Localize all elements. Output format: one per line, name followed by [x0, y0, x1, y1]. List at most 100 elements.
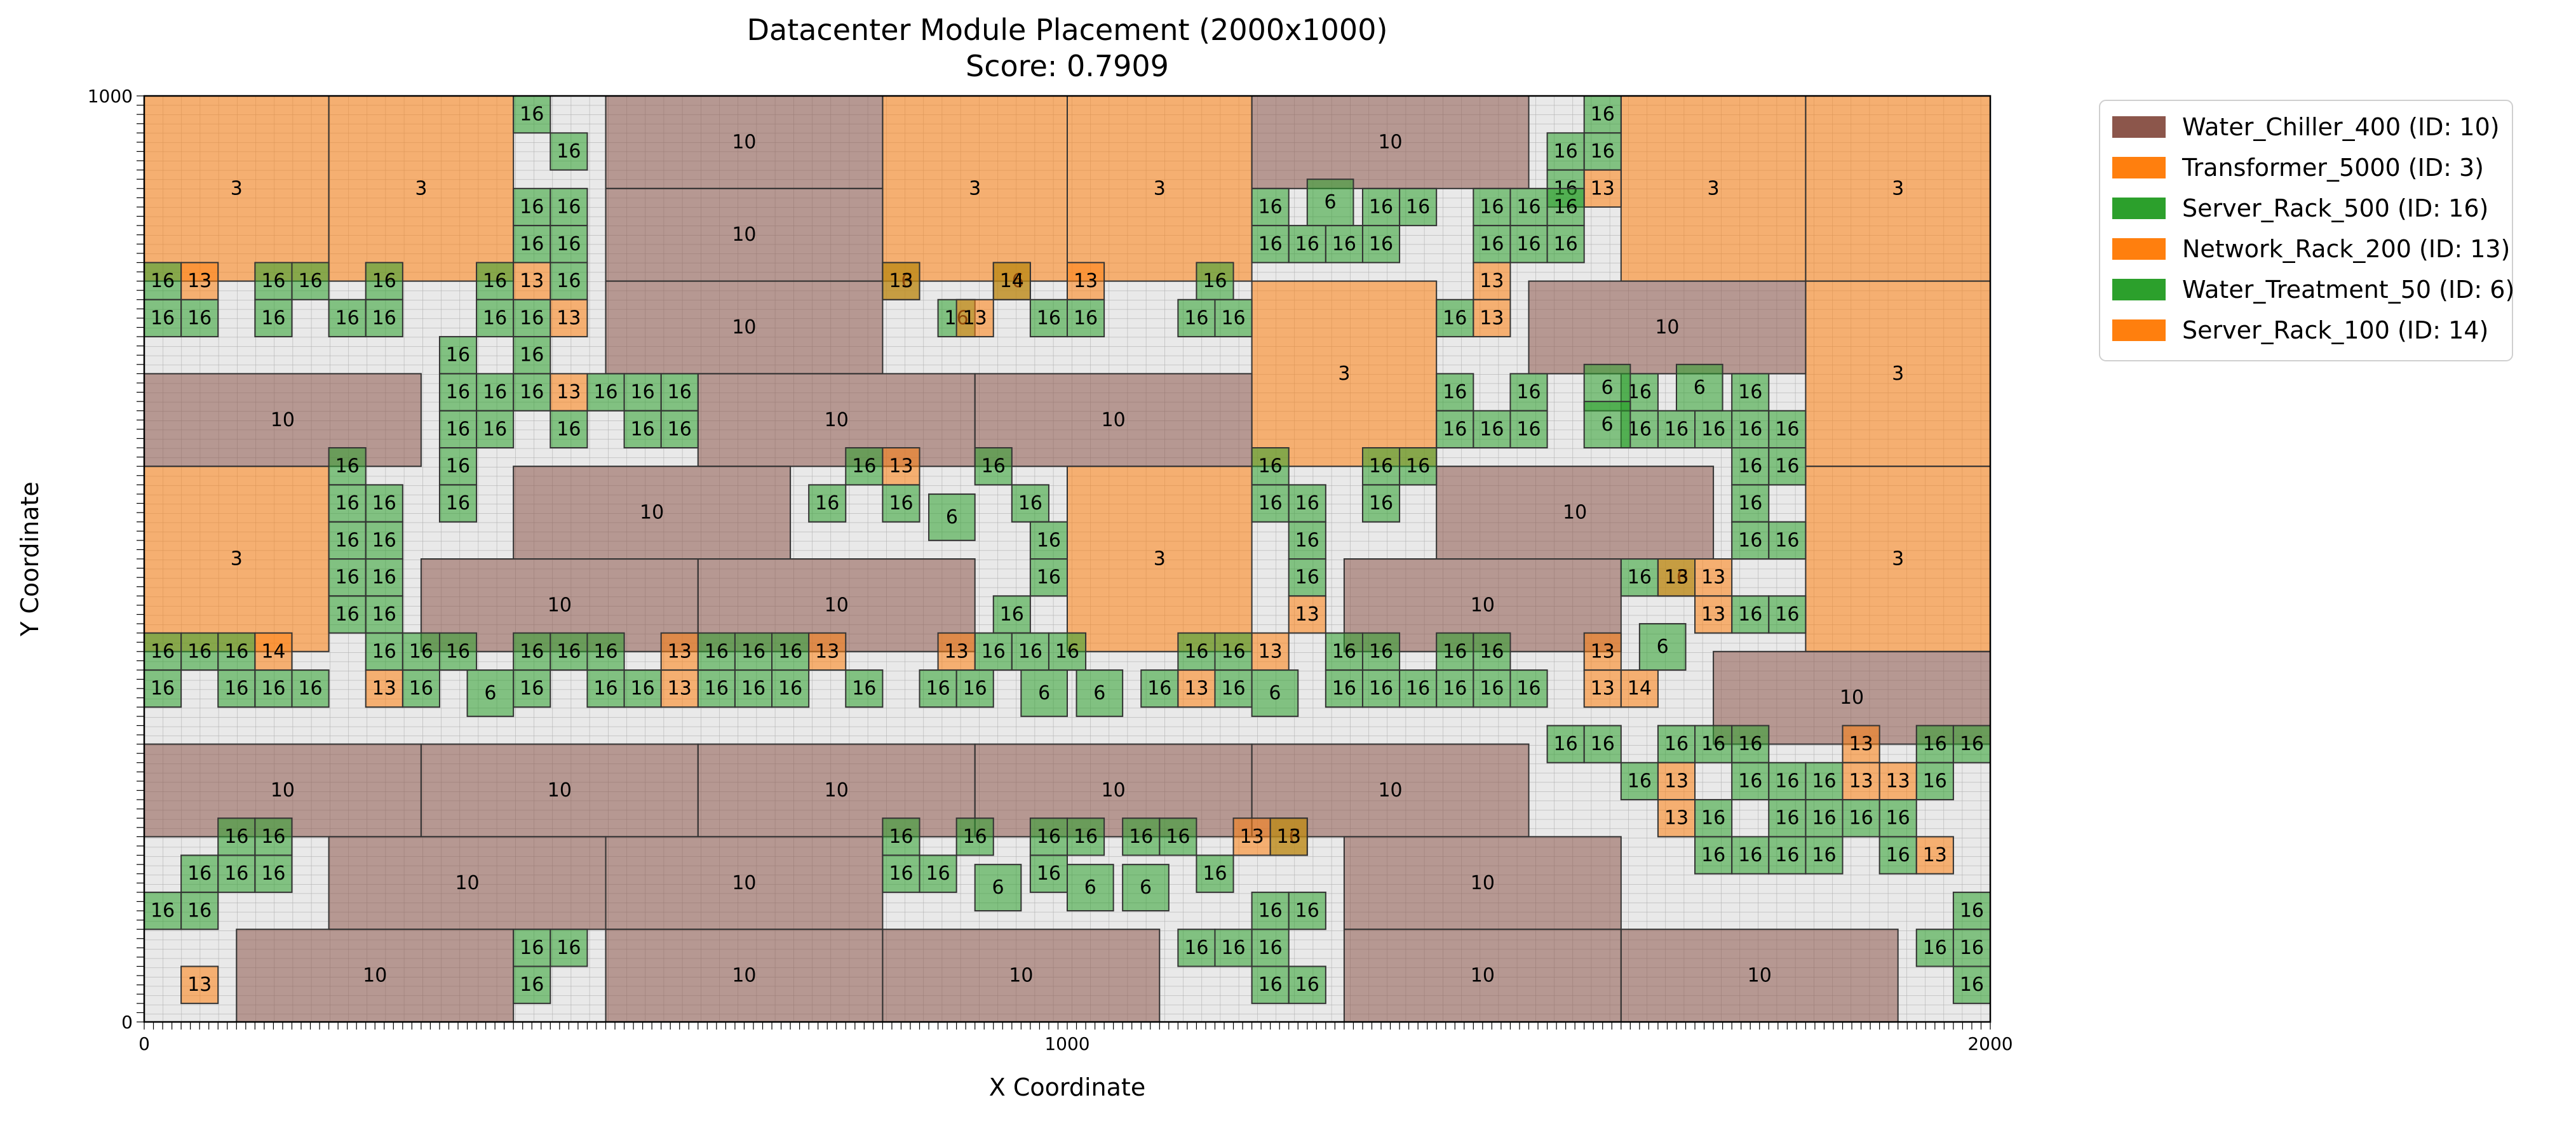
module-label: 16 — [446, 492, 470, 514]
module-rect — [974, 447, 1013, 486]
module-label: 10 — [732, 965, 756, 987]
module-label: 16 — [1554, 140, 1578, 163]
module-label: 13 — [187, 270, 212, 292]
module-server-rack-500: 16 — [365, 521, 403, 560]
module-rect — [365, 299, 403, 338]
module-server-rack-500: 16 — [1473, 410, 1511, 449]
module-rect — [438, 484, 478, 523]
module-server-rack-500: 16 — [1361, 187, 1401, 227]
module-label: 16 — [520, 937, 544, 959]
module-rect — [1473, 410, 1511, 449]
module-water-treatment-50: 6 — [1067, 864, 1114, 912]
module-rect — [365, 558, 403, 597]
module-rect — [974, 864, 1022, 912]
module-transformer-5000: 3 — [1620, 96, 1807, 282]
module-rect — [1583, 169, 1622, 208]
module-network-rack-200: 13 — [1657, 799, 1696, 838]
module-rect — [660, 669, 699, 708]
module-network-rack-200: 13 — [937, 632, 976, 671]
module-rect — [328, 447, 367, 486]
module-network-rack-200: 13 — [1232, 817, 1271, 856]
module-rect — [1011, 484, 1049, 523]
module-label: 16 — [1258, 455, 1283, 478]
module-server-rack-500: 16 — [1731, 521, 1770, 560]
module-rect — [697, 373, 976, 467]
module-label: 16 — [963, 678, 987, 700]
module-label: 16 — [889, 492, 913, 514]
legend-swatch — [2112, 238, 2166, 260]
module-network-rack-200: 13 — [1251, 632, 1290, 671]
module-label: 13 — [1277, 826, 1301, 848]
module-rect — [1140, 669, 1179, 708]
module-label: 16 — [889, 826, 913, 848]
module-label: 16 — [1554, 233, 1578, 255]
module-network-rack-200: 13 — [1657, 558, 1696, 597]
module-water-treatment-50: 6 — [1076, 669, 1124, 717]
module-rect — [1620, 669, 1659, 708]
module-network-rack-200: 13 — [1269, 817, 1308, 856]
module-server-rack-500: 16 — [476, 262, 515, 300]
module-server-rack-500: 16 — [1473, 632, 1511, 671]
module-label: 16 — [1664, 733, 1689, 755]
legend-label: Server_Rack_500 (ID: 16) — [2182, 194, 2488, 222]
module-label: 16 — [1332, 678, 1356, 700]
module-label: 14 — [1000, 270, 1024, 292]
module-rect — [513, 466, 792, 560]
x-tick-label: 1000 — [1044, 1033, 1089, 1054]
module-server-rack-500: 16 — [217, 632, 256, 671]
module-rect — [1583, 401, 1631, 449]
legend-label: Water_Chiller_400 (ID: 10) — [2182, 113, 2500, 141]
module-label: 6 — [1269, 682, 1281, 704]
module-label: 13 — [1295, 603, 1319, 626]
module-rect — [1731, 725, 1770, 763]
module-label: 16 — [298, 678, 322, 700]
module-rect — [1399, 447, 1438, 486]
module-rect — [550, 187, 588, 227]
module-server-rack-100: 14 — [1620, 669, 1659, 708]
module-server-rack-500: 16 — [217, 669, 256, 708]
module-server-rack-500: 16 — [1177, 929, 1216, 967]
module-label: 16 — [520, 344, 544, 366]
module-label: 13 — [1849, 770, 1873, 792]
module-label: 13 — [1664, 807, 1689, 829]
module-network-rack-200: 13 — [882, 262, 920, 300]
module-label: 16 — [556, 937, 581, 959]
module-rect — [1731, 595, 1770, 634]
module-rect — [1952, 965, 1990, 1004]
module-water-chiller-400: 10 — [1620, 929, 1899, 1022]
module-rect — [550, 225, 588, 264]
module-water-chiller-400: 10 — [1251, 96, 1530, 189]
module-rect — [254, 262, 293, 300]
module-rect — [1768, 447, 1807, 486]
module-water-chiller-400: 10 — [605, 96, 884, 189]
module-server-rack-500: 16 — [513, 929, 551, 967]
module-rect — [1768, 521, 1807, 560]
module-label: 10 — [825, 594, 849, 616]
module-rect — [1694, 836, 1733, 875]
module-label: 16 — [1406, 196, 1430, 218]
module-server-rack-500: 16 — [1251, 484, 1290, 523]
module-water-chiller-400: 10 — [605, 836, 884, 930]
module-label: 3 — [1892, 363, 1904, 385]
module-label: 16 — [1812, 807, 1836, 829]
module-rect — [1067, 299, 1105, 338]
module-server-rack-500: 16 — [974, 447, 1013, 486]
module-rect — [1509, 225, 1548, 264]
module-server-rack-500: 16 — [1731, 484, 1770, 523]
module-rect — [1177, 632, 1216, 671]
module-server-rack-500: 16 — [254, 854, 293, 893]
module-label: 16 — [1775, 844, 1799, 866]
module-server-rack-500: 16 — [1768, 447, 1807, 486]
module-server-rack-500: 16 — [1694, 410, 1733, 449]
module-server-rack-500: 16 — [1140, 669, 1179, 708]
module-server-rack-500: 16 — [1509, 187, 1548, 227]
module-rect — [1583, 132, 1622, 171]
module-rect — [513, 225, 551, 264]
module-network-rack-200: 13 — [1842, 762, 1880, 801]
module-rect — [1399, 187, 1438, 227]
module-label: 13 — [1664, 770, 1689, 792]
module-label: 16 — [1443, 418, 1467, 440]
module-server-rack-500: 16 — [660, 373, 699, 412]
module-label: 6 — [992, 876, 1004, 899]
module-label: 16 — [1406, 678, 1430, 700]
